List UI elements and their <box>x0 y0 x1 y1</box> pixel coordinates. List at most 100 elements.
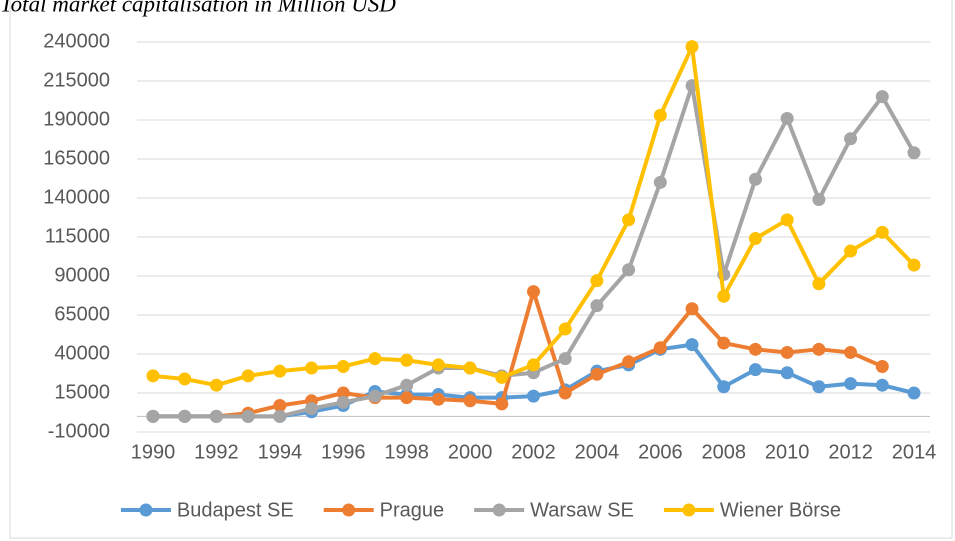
data-point <box>273 364 287 378</box>
x-tick-label: 2004 <box>575 441 620 463</box>
y-tick-label: 15000 <box>54 381 110 403</box>
data-point <box>558 386 572 400</box>
data-point <box>812 380 826 394</box>
data-point <box>844 244 858 258</box>
data-point <box>844 132 858 146</box>
x-tick-label: 2002 <box>511 441 556 463</box>
data-point <box>495 370 509 384</box>
data-point <box>273 398 287 412</box>
data-point <box>558 352 572 366</box>
y-tick-label: 140000 <box>43 186 110 208</box>
legend-swatch-marker <box>139 503 153 517</box>
data-point <box>875 378 889 392</box>
data-point <box>748 232 762 246</box>
data-point <box>907 258 921 272</box>
data-point <box>209 378 223 392</box>
data-point <box>527 285 540 299</box>
data-point <box>875 225 889 239</box>
x-tick-label: 2012 <box>828 441 873 463</box>
x-tick-label: 2000 <box>448 441 493 463</box>
y-tick-label: 240000 <box>43 30 110 52</box>
data-point <box>844 345 858 359</box>
data-point <box>622 263 636 277</box>
data-point <box>907 386 921 400</box>
data-point <box>146 369 160 383</box>
y-tick-label: -10000 <box>48 420 110 442</box>
data-point <box>400 378 414 392</box>
data-point <box>146 409 160 423</box>
data-point <box>178 409 192 423</box>
chart-frame <box>9 0 953 539</box>
data-point <box>241 409 255 423</box>
data-point <box>273 409 287 423</box>
data-point <box>400 391 414 405</box>
data-point <box>336 386 350 400</box>
data-point <box>431 392 445 406</box>
data-point <box>748 342 762 356</box>
data-point <box>748 363 762 377</box>
data-point <box>875 90 889 104</box>
data-point <box>336 395 350 409</box>
data-point <box>653 175 667 189</box>
data-point <box>844 377 858 391</box>
legend-swatch-marker <box>492 503 506 517</box>
data-point <box>748 172 762 186</box>
x-tick-label: 2014 <box>892 441 937 463</box>
data-point <box>622 213 636 227</box>
data-point <box>209 409 223 423</box>
data-point <box>780 345 794 359</box>
data-point <box>558 322 572 336</box>
data-point <box>685 302 699 316</box>
y-tick-label: 115000 <box>45 225 110 247</box>
y-tick-label: 215000 <box>43 69 110 91</box>
data-point <box>590 274 604 288</box>
data-point <box>463 361 477 375</box>
data-point <box>812 277 826 291</box>
data-point <box>622 355 636 369</box>
x-tick-label: 2008 <box>702 441 747 463</box>
x-tick-label: 2010 <box>765 441 810 463</box>
data-point <box>336 359 350 373</box>
data-point <box>305 361 319 375</box>
y-tick-label: 190000 <box>43 108 110 130</box>
x-tick-label: 1994 <box>258 441 303 463</box>
data-point <box>400 353 414 367</box>
data-point <box>527 358 540 372</box>
y-tick-label: 90000 <box>54 264 110 286</box>
data-point <box>812 193 826 207</box>
data-point <box>685 338 699 352</box>
x-tick-label: 1998 <box>384 441 429 463</box>
data-point <box>812 342 826 356</box>
data-point <box>241 369 255 383</box>
data-point <box>178 372 192 386</box>
data-point <box>685 40 699 54</box>
data-point <box>431 358 445 372</box>
data-point <box>590 367 604 381</box>
data-point <box>653 341 667 355</box>
legend-label: Wiener Börse <box>720 499 841 521</box>
x-tick-label: 1992 <box>194 441 239 463</box>
data-point <box>495 397 509 411</box>
data-point <box>463 394 477 408</box>
y-tick-label: 165000 <box>43 147 110 169</box>
legend-swatch-marker <box>342 503 356 517</box>
data-point <box>368 389 382 403</box>
chart-title: Total market capitalisation in Million U… <box>0 0 396 16</box>
x-tick-label: 1996 <box>321 441 366 463</box>
x-tick-label: 1990 <box>131 441 176 463</box>
data-point <box>590 299 604 313</box>
data-point <box>875 359 889 373</box>
legend-label: Prague <box>380 499 445 521</box>
y-tick-label: 40000 <box>54 342 110 364</box>
data-point <box>780 213 794 227</box>
legend-label: Budapest SE <box>177 499 294 521</box>
legend-label: Warsaw SE <box>530 499 634 521</box>
data-point <box>717 289 731 303</box>
data-point <box>653 108 667 122</box>
data-point <box>368 352 382 366</box>
legend-swatch-marker <box>682 503 696 517</box>
data-point <box>780 111 794 125</box>
y-tick-label: 65000 <box>54 303 110 325</box>
